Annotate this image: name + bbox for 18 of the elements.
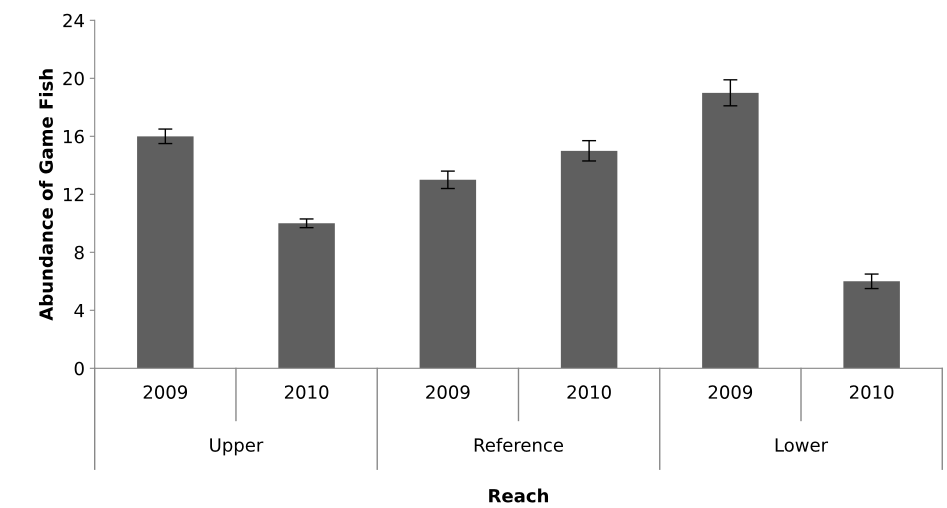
- y-tick-label: 8: [74, 246, 84, 260]
- y-tick-label: 0: [74, 362, 84, 376]
- x-tick-label: 2010: [850, 385, 894, 399]
- y-tick-label: 16: [64, 130, 84, 144]
- text: Lower: [776, 438, 828, 452]
- y-tick-label: 4: [74, 304, 84, 318]
- x-tick-label: 2010: [284, 385, 328, 399]
- x-tick-label: 2010: [567, 385, 611, 399]
- text: Upper: [210, 438, 264, 456]
- text: Reference: [474, 438, 563, 452]
- y-tick-label: 20: [63, 72, 84, 86]
- y-tick-label: 12: [64, 188, 84, 202]
- y-axis-title: Abundance of Game Fish: [38, 69, 53, 321]
- x-axis-title: Reach: [489, 488, 548, 503]
- x-tick-label: 2009: [426, 385, 470, 399]
- x-tick-label: 2009: [144, 385, 188, 399]
- x-tick-label: 2009: [708, 385, 752, 399]
- y-tick-label: 24: [63, 14, 84, 28]
